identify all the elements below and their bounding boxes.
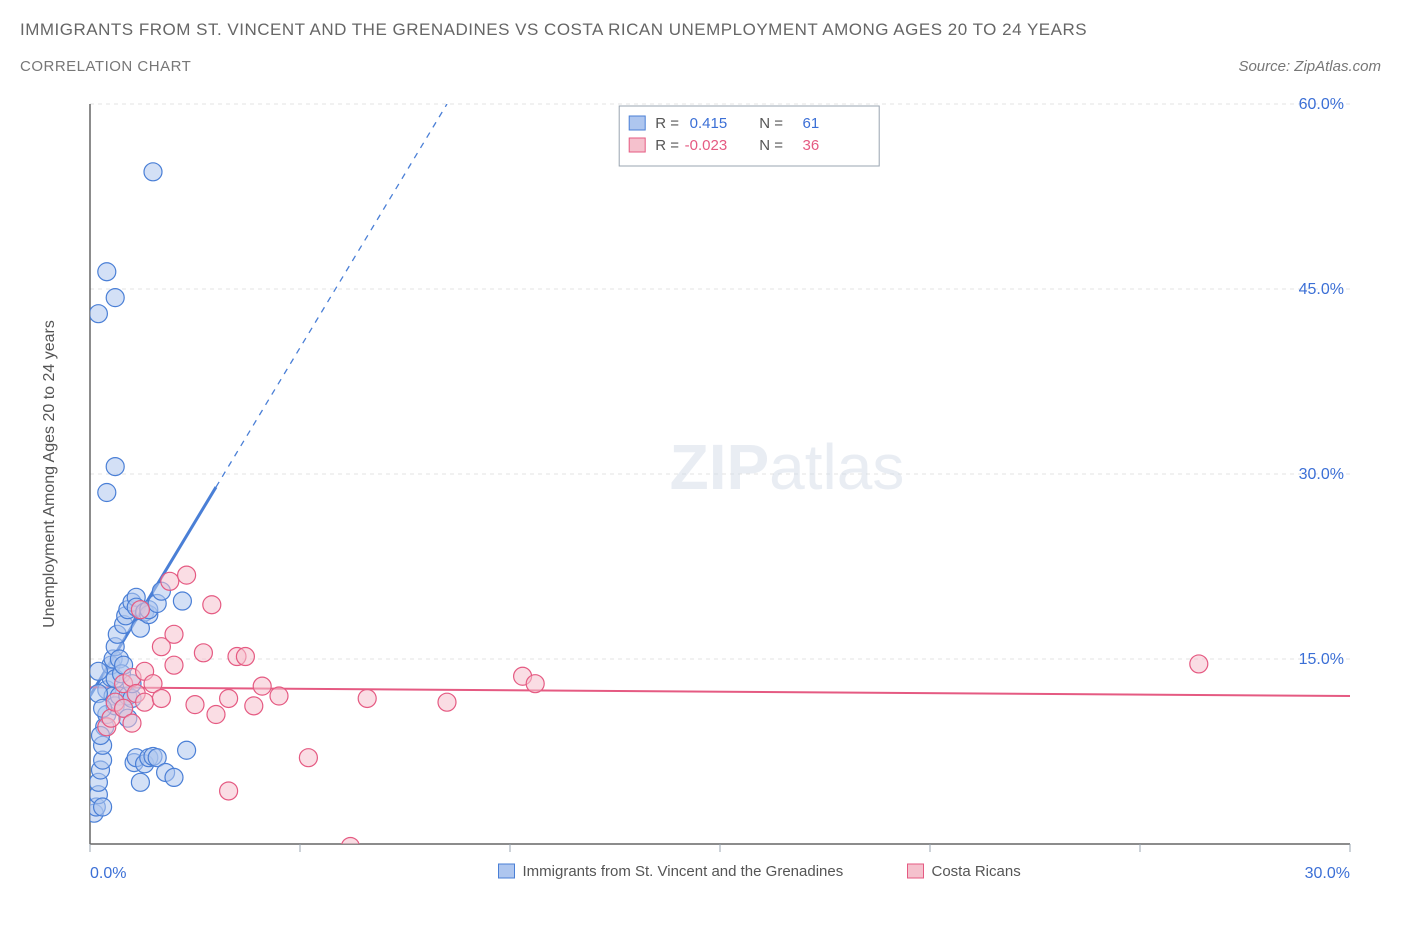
scatter-chart: 0.0% 30.0% 15.0% 30.0% 45.0% 60.0% Unemploymen… bbox=[20, 90, 1386, 910]
y-tick-label: 15.0% bbox=[1299, 651, 1344, 668]
chart-subtitle: CORRELATION CHART bbox=[20, 58, 191, 75]
legend-stat: -0.023 bbox=[685, 137, 728, 154]
y-tick-label: 45.0% bbox=[1299, 281, 1344, 298]
series-legend-label: Immigrants from St. Vincent and the Gren… bbox=[523, 863, 844, 880]
legend-stat: 0.415 bbox=[690, 115, 728, 132]
y-tick-label: 30.0% bbox=[1299, 466, 1344, 483]
source-label: Source: ZipAtlas.com bbox=[1238, 58, 1381, 75]
legend-stat: R = bbox=[655, 115, 679, 132]
legend-stat: 36 bbox=[803, 137, 820, 154]
legend-stat: 61 bbox=[803, 115, 820, 132]
y-tick-label: 60.0% bbox=[1299, 96, 1344, 113]
x-tick-label: 30.0% bbox=[1305, 865, 1350, 882]
legend-stat: N = bbox=[759, 137, 783, 154]
series-legend-label: Costa Ricans bbox=[932, 863, 1021, 880]
x-tick-label: 0.0% bbox=[90, 865, 126, 882]
legend-stat: R = bbox=[655, 137, 679, 154]
chart-title: IMMIGRANTS FROM ST. VINCENT AND THE GREN… bbox=[20, 20, 1087, 40]
chart-container: 0.0% 30.0% 15.0% 30.0% 45.0% 60.0% Unemploymen… bbox=[20, 90, 1386, 910]
y-axis-label: Unemployment Among Ages 20 to 24 years bbox=[41, 320, 58, 628]
legend-stat: N = bbox=[759, 115, 783, 132]
